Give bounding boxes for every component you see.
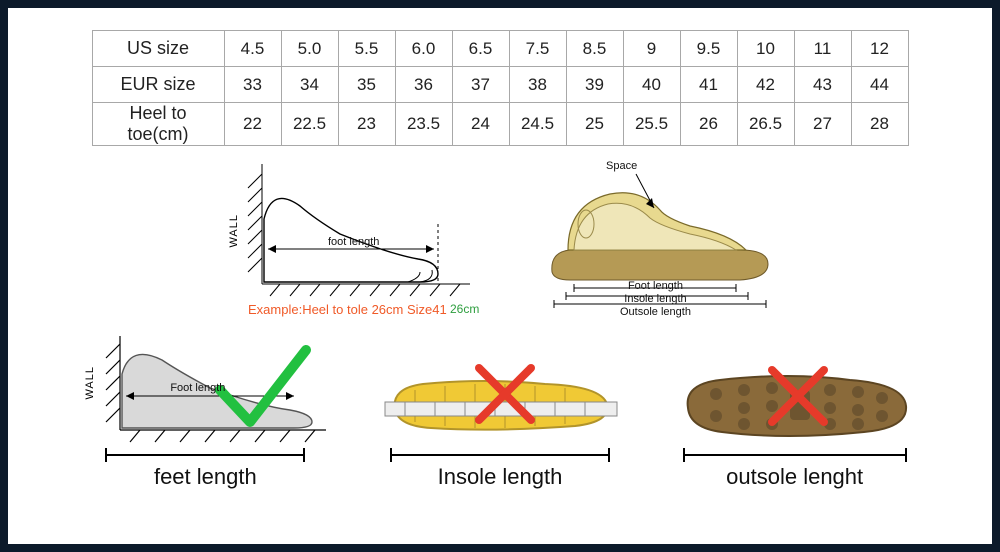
- space-label: Space: [606, 160, 637, 173]
- insole-length-example: Insole length: [375, 350, 625, 490]
- size-guide-card: US size 4.55.05.56.06.57.58.599.5101112 …: [8, 8, 992, 544]
- example-cm: 26cm: [450, 302, 479, 316]
- table-row: US size 4.55.05.56.06.57.58.599.5101112: [92, 31, 908, 67]
- outsole-length-example: outsole lenght: [670, 350, 920, 490]
- row-header-eur: EUR size: [92, 67, 224, 103]
- shoe-length-labels: Foot length Insole length Outsole length: [620, 280, 691, 320]
- foot-length-inner: Foot length: [170, 382, 225, 395]
- table-row: Heel to toe(cm) 2222.52323.52424.52525.5…: [92, 103, 908, 146]
- insole-length-caption: Insole length: [438, 464, 563, 490]
- wall-label: WALL: [84, 366, 96, 400]
- row-header-cm: Heel to toe(cm): [92, 103, 224, 146]
- wall-label: WALL: [228, 214, 240, 248]
- foot-measure-diagram: WALL foot length Example:Heel to tole 26…: [220, 164, 480, 324]
- outsole-icon: [670, 350, 920, 450]
- length-bar: [683, 454, 907, 462]
- mid-diagrams: WALL foot length Example:Heel to tole 26…: [8, 164, 992, 324]
- foot-length-label: foot length: [328, 236, 379, 249]
- example-text: Example:Heel to tole 26cm Size41: [248, 302, 447, 317]
- insole-icon: [375, 350, 625, 450]
- length-bar: [390, 454, 610, 462]
- length-bar: [105, 454, 305, 462]
- bottom-examples: WALL Foot length feet length Ins: [8, 330, 992, 490]
- feet-length-example: WALL Foot length feet length: [80, 330, 330, 490]
- outsole-length-caption: outsole lenght: [726, 464, 863, 490]
- table-row: EUR size 333435363738394041424344: [92, 67, 908, 103]
- size-table: US size 4.55.05.56.06.57.58.599.5101112 …: [92, 30, 909, 146]
- feet-length-caption: feet length: [154, 464, 257, 490]
- row-header-us: US size: [92, 31, 224, 67]
- shoe-diagram: Space Foot length Insole length Outsole …: [540, 164, 780, 324]
